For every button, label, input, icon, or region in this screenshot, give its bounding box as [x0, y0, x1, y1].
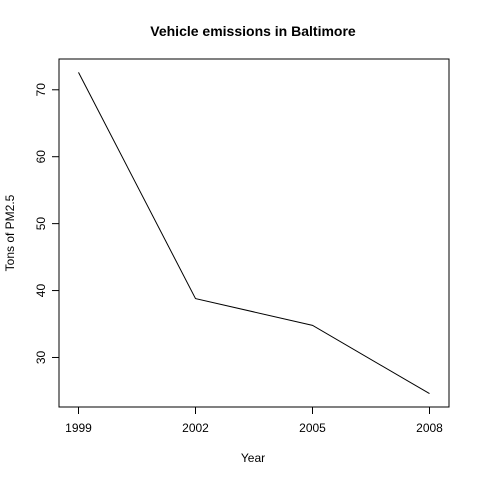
chart-title: Vehicle emissions in Baltimore	[150, 23, 356, 39]
x-tick-label-2002: 2002	[182, 421, 209, 435]
x-tick-label-1999: 1999	[65, 421, 92, 435]
x-axis: 1999 2002 2005 2008	[65, 406, 443, 435]
series-layer	[78, 72, 430, 395]
series-line-0	[78, 72, 430, 395]
x-tick-label-2005: 2005	[299, 421, 326, 435]
y-axis-label: Tons of PM2.5	[3, 194, 17, 271]
y-tick-label-30: 30	[34, 350, 48, 364]
y-tick-label-70: 70	[34, 83, 48, 97]
y-tick-label-50: 50	[34, 217, 48, 231]
y-axis: 30 40 50 60 70	[34, 83, 60, 364]
x-axis-label: Year	[241, 451, 265, 465]
y-tick-label-40: 40	[34, 284, 48, 298]
x-tick-label-2008: 2008	[416, 421, 443, 435]
y-tick-label-60: 60	[34, 150, 48, 164]
